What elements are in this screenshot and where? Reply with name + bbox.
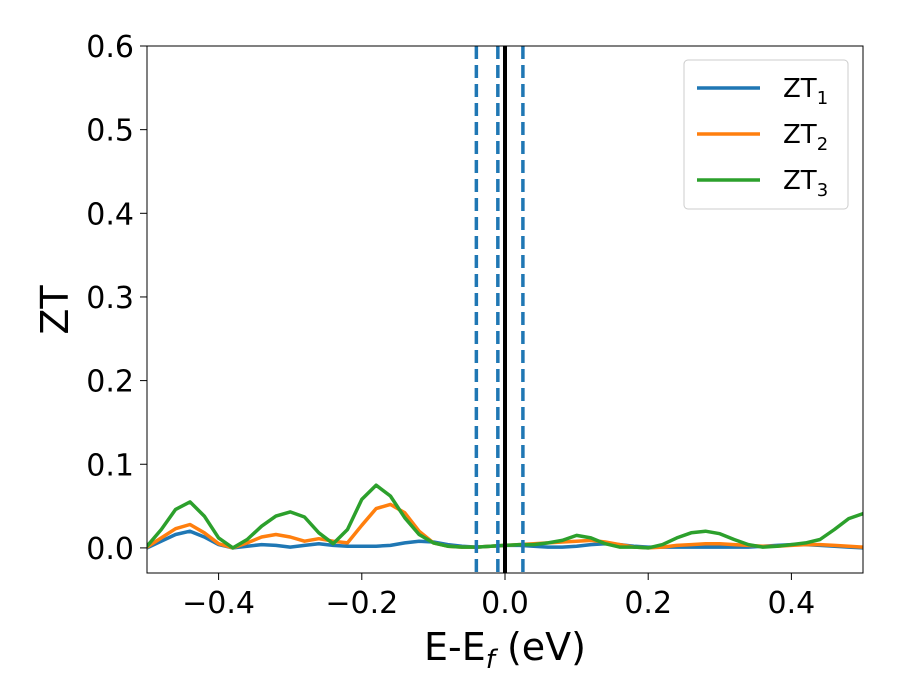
- x-axis-title: E-Ef (eV): [424, 625, 586, 675]
- y-axis-title: ZT: [33, 285, 77, 335]
- y-tick-label: 0.2: [86, 365, 134, 400]
- x-axis-title-suffix: (eV): [495, 625, 586, 669]
- ticks-layer: −0.4 −0.2 0.0 0.2 0.4 0.0 0.1 0.2 0.3 0.4 0.5 0.6: [86, 30, 815, 621]
- y-tick-label: 0.1: [86, 448, 134, 483]
- x-tick-label: −0.4: [182, 586, 255, 621]
- legend: ZT1 ZT2 ZT3: [683, 59, 849, 210]
- x-tick-label: 0.2: [624, 586, 672, 621]
- legend-label-3: ZT3: [783, 166, 828, 201]
- y-tick-label: 0.3: [86, 281, 134, 316]
- x-tick-label: 0.4: [768, 586, 816, 621]
- x-tick-label: 0.0: [481, 586, 529, 621]
- y-tick-label: 0.6: [86, 30, 134, 65]
- legend-label-2: ZT2: [783, 120, 828, 155]
- y-tick-label: 0.0: [86, 532, 134, 567]
- legend-label-1: ZT1: [783, 74, 828, 109]
- y-tick-label: 0.4: [86, 197, 134, 232]
- x-tick-label: −0.2: [325, 586, 398, 621]
- x-axis-title-main: E-E: [424, 625, 486, 669]
- y-tick-label: 0.5: [86, 114, 134, 149]
- legend-box: [683, 59, 849, 210]
- series-layer: [147, 46, 863, 573]
